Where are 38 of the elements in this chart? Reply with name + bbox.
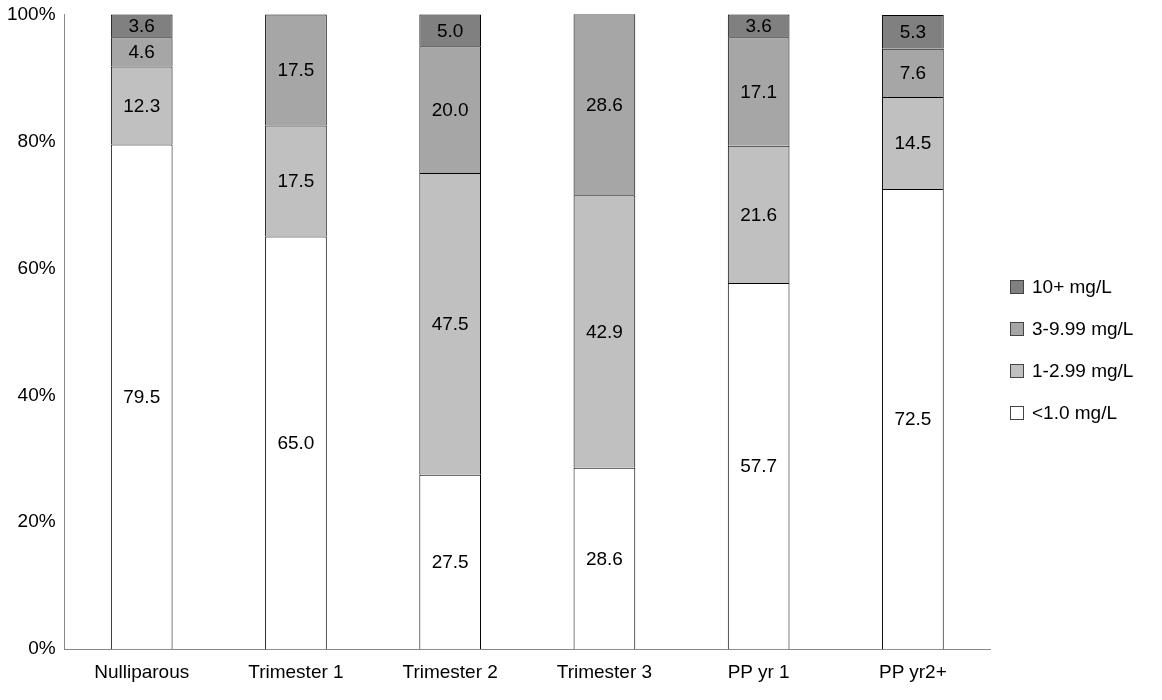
data-label: 28.6 <box>585 93 623 115</box>
data-label: 14.5 <box>894 132 932 154</box>
data-label: 5.0 <box>436 19 464 41</box>
data-label: 28.6 <box>585 547 623 569</box>
data-label: 5.3 <box>899 21 927 43</box>
data-label: 57.7 <box>740 455 778 477</box>
data-label: 65.0 <box>277 432 315 454</box>
data-label: 7.6 <box>899 62 927 84</box>
data-label: 3.6 <box>745 15 772 37</box>
data-label: 42.9 <box>585 320 623 342</box>
data-label: 72.5 <box>894 408 932 430</box>
text: <1.0 mg/L <box>1032 402 1118 424</box>
legend-label: 10+ mg/L <box>1032 276 1112 298</box>
data-label: 3.6 <box>128 15 155 37</box>
x-tick-label: Trimester 1 <box>248 660 344 682</box>
data-label: 27.5 <box>431 551 469 573</box>
data-label: 17.5 <box>277 59 315 81</box>
data-label: 20.0 <box>431 98 469 120</box>
x-tick-label: Trimester 2 <box>402 660 498 682</box>
y-tick-label: 40% <box>17 383 56 405</box>
data-label: 47.5 <box>431 313 469 335</box>
y-tick-label: 20% <box>17 510 56 532</box>
x-tick-label: PP yr 1 <box>727 660 790 682</box>
data-label: 79.5 <box>123 386 161 408</box>
data-label: 17.1 <box>740 80 778 102</box>
y-tick-label: 100% <box>6 2 56 24</box>
data-label: 4.6 <box>128 41 155 63</box>
x-tick-label: PP yr2+ <box>878 660 947 682</box>
data-label: 17.5 <box>277 170 315 192</box>
y-tick-label: 60% <box>17 256 56 278</box>
x-tick-label: Trimester 3 <box>556 660 653 682</box>
legend-label: 1-2.99 mg/L <box>1032 360 1134 382</box>
y-tick-label: 0% <box>28 637 56 659</box>
x-tick-label: Nulliparous <box>94 660 190 682</box>
data-label: 12.3 <box>123 94 161 116</box>
data-label: 21.6 <box>740 203 778 225</box>
legend-label: 3-9.99 mg/L <box>1032 318 1134 340</box>
y-tick-label: 80% <box>17 129 56 151</box>
